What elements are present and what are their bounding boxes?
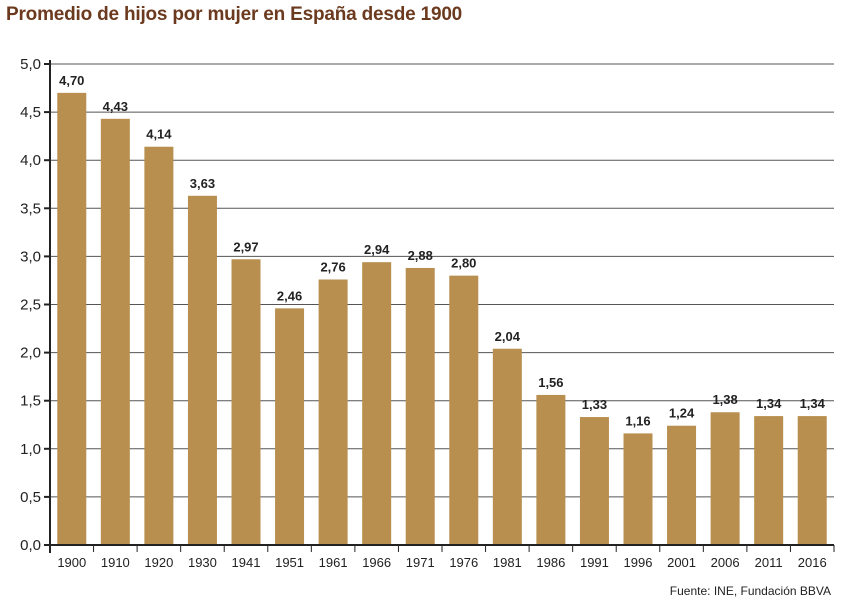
data-label: 2,88 xyxy=(408,248,433,263)
data-label: 4,14 xyxy=(146,127,172,142)
data-label: 2,76 xyxy=(320,259,345,274)
bar xyxy=(536,394,566,545)
x-tick-label: 1981 xyxy=(493,555,522,570)
x-tick-label: 1910 xyxy=(101,555,130,570)
bar xyxy=(797,416,827,545)
x-tick-label: 1966 xyxy=(362,555,391,570)
data-label: 2,04 xyxy=(495,329,521,344)
data-label: 2,46 xyxy=(277,288,302,303)
bar xyxy=(405,267,435,545)
x-tick-label: 2011 xyxy=(755,555,783,570)
y-tick-label: 5,0 xyxy=(20,56,41,73)
y-tick-label: 4,0 xyxy=(20,152,41,169)
x-tick-label: 1900 xyxy=(57,555,86,570)
bar xyxy=(754,416,784,545)
x-tick-label: 1951 xyxy=(275,555,304,570)
data-label: 1,56 xyxy=(538,375,563,390)
bar xyxy=(492,348,522,545)
y-tick-label: 4,5 xyxy=(20,104,41,121)
y-tick-label: 2,5 xyxy=(20,297,41,314)
data-label: 1,34 xyxy=(800,396,826,411)
bar xyxy=(318,279,348,545)
x-tick-label: 1996 xyxy=(624,555,653,570)
data-label: 2,97 xyxy=(233,239,258,254)
x-tick-label: 1961 xyxy=(319,555,348,570)
bar xyxy=(710,412,740,545)
x-tick-label: 1971 xyxy=(406,555,435,570)
data-label: 4,70 xyxy=(59,73,84,88)
data-label: 4,43 xyxy=(103,99,128,114)
chart-title: Promedio de hijos por mujer en España de… xyxy=(6,4,463,25)
y-tick-label: 0,0 xyxy=(20,537,41,554)
x-tick-label: 1991 xyxy=(580,555,609,570)
x-tick-label: 2001 xyxy=(667,555,696,570)
x-tick-label: 2016 xyxy=(798,555,827,570)
x-tick-label: 1976 xyxy=(449,555,478,570)
bar xyxy=(144,146,174,545)
data-label: 1,24 xyxy=(669,406,695,421)
bar xyxy=(187,195,217,545)
x-tick-label: 1986 xyxy=(536,555,565,570)
x-tick-label: 1930 xyxy=(188,555,217,570)
x-tick-label: 2006 xyxy=(711,555,740,570)
bar xyxy=(449,275,479,545)
y-tick-label: 1,0 xyxy=(20,441,41,458)
bar xyxy=(362,262,392,545)
y-tick-label: 1,5 xyxy=(20,393,41,410)
bar xyxy=(275,308,305,545)
data-label: 2,94 xyxy=(364,242,390,257)
y-tick-label: 3,5 xyxy=(20,200,41,217)
bar xyxy=(231,259,261,545)
x-tick-label: 1941 xyxy=(232,555,261,570)
bar xyxy=(667,425,697,545)
data-label: 3,63 xyxy=(190,176,215,191)
bar xyxy=(579,417,609,545)
data-label: 1,33 xyxy=(582,397,607,412)
bar xyxy=(623,433,653,545)
source-note: Fuente: INE, Fundación BBVA xyxy=(669,584,831,598)
y-tick-label: 3,0 xyxy=(20,248,41,265)
y-tick-label: 2,0 xyxy=(20,345,41,362)
y-tick-label: 0,5 xyxy=(20,489,41,506)
data-label: 1,34 xyxy=(756,396,782,411)
data-label: 1,38 xyxy=(712,392,737,407)
data-label: 2,80 xyxy=(451,256,476,271)
data-label: 1,16 xyxy=(625,413,650,428)
x-tick-label: 1920 xyxy=(144,555,173,570)
bar xyxy=(57,92,87,546)
bar xyxy=(100,118,130,546)
